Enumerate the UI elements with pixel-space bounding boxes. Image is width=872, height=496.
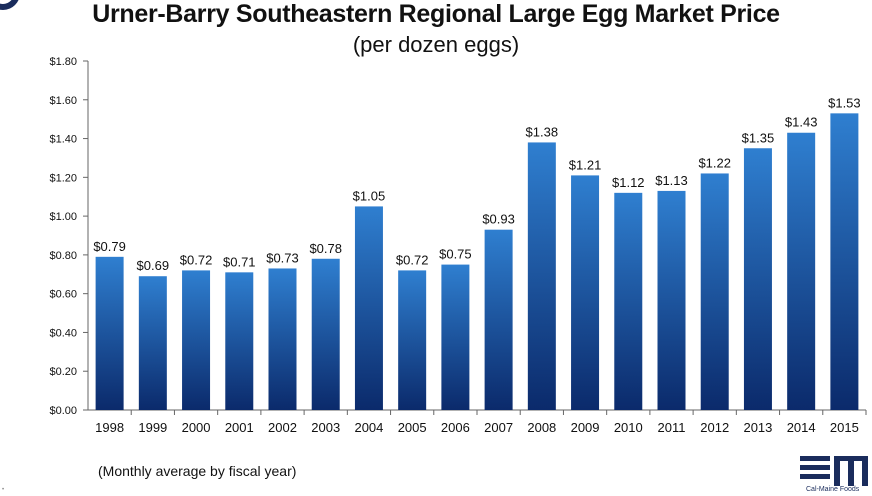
bar (484, 229, 513, 410)
x-tick-label: 2005 (398, 420, 427, 435)
bar (311, 258, 340, 410)
bar (830, 113, 859, 410)
x-tick-label: 1998 (95, 420, 124, 435)
x-tick-label: 2010 (614, 420, 643, 435)
bar (571, 175, 600, 410)
bar (398, 270, 427, 410)
bar-value-label: $1.22 (698, 155, 731, 170)
bar-value-label: $0.71 (223, 254, 256, 269)
y-tick-label: $0.60 (49, 289, 77, 301)
bar (787, 132, 816, 410)
bar (441, 264, 470, 410)
bar (268, 268, 297, 410)
bar-value-label: $0.79 (93, 239, 126, 254)
y-tick-label: $0.00 (49, 405, 77, 417)
cal-maine-logo (800, 456, 868, 486)
bar-value-label: $1.53 (828, 95, 861, 110)
bar (225, 272, 254, 410)
bar-value-label: $1.13 (655, 173, 688, 188)
y-tick-label: $0.20 (49, 366, 77, 378)
page-mark: • (2, 487, 5, 493)
bar-value-label: $0.73 (266, 250, 299, 265)
bar (700, 173, 729, 410)
bar-value-label: $0.78 (309, 241, 342, 256)
bar (182, 270, 211, 410)
chart-bars: $0.79 $0.69 $0.72 $0.71 $0.73 $0.78 $1.05 $0.72… (93, 95, 861, 410)
bar-value-label: $1.38 (526, 124, 559, 139)
y-tick-label: $1.00 (49, 211, 77, 223)
bar-value-label: $1.35 (742, 130, 775, 145)
bar-value-label: $1.05 (353, 188, 386, 203)
bar-value-label: $0.93 (482, 212, 515, 227)
bar-value-label: $0.72 (180, 252, 213, 267)
footnote: (Monthly average by fiscal year) (98, 463, 297, 479)
x-tick-label: 2004 (354, 420, 383, 435)
x-tick-label: 2015 (830, 420, 859, 435)
x-tick-label: 1999 (138, 420, 167, 435)
y-tick-label: $0.40 (49, 327, 77, 339)
y-tick-label: $1.60 (49, 95, 77, 107)
bar-value-label: $0.72 (396, 252, 429, 267)
bar (95, 256, 124, 410)
bar (743, 148, 772, 410)
chart-title: Urner-Barry Southeastern Regional Large … (92, 0, 780, 28)
x-tick-label: 2014 (787, 420, 816, 435)
x-tick-label: 2001 (225, 420, 254, 435)
bar (657, 190, 686, 410)
bar-value-label: $0.69 (137, 258, 170, 273)
bar-value-label: $1.43 (785, 115, 818, 130)
y-tick-label: $1.40 (49, 134, 77, 146)
x-tick-label: 2003 (311, 420, 340, 435)
y-tick-label: $1.80 (49, 56, 77, 68)
bar-value-label: $0.75 (439, 247, 472, 262)
x-tick-label: 2013 (743, 420, 772, 435)
chart-subtitle: (per dozen eggs) (352, 32, 520, 57)
chart-axes: $0.00 $0.20 $0.40 $0.60 $0.80 $1.00 $1.20 $1.40… (49, 56, 867, 435)
x-tick-label: 2009 (571, 420, 600, 435)
x-tick-label: 2000 (182, 420, 211, 435)
x-tick-label: 2008 (527, 420, 556, 435)
logo-caption: Cal-Maine Foods (806, 486, 860, 493)
bar (527, 142, 556, 410)
bar (354, 206, 383, 410)
x-tick-label: 2002 (268, 420, 297, 435)
bar-value-label: $1.12 (612, 175, 645, 190)
x-tick-label: 2007 (484, 420, 513, 435)
x-tick-label: 2006 (441, 420, 470, 435)
y-tick-label: $1.20 (49, 172, 77, 184)
bar-value-label: $1.21 (569, 157, 602, 172)
x-tick-label: 2011 (658, 420, 686, 435)
bar (614, 192, 643, 410)
y-tick-label: $0.80 (49, 250, 77, 262)
x-tick-label: 2012 (700, 420, 729, 435)
bar (138, 276, 167, 410)
